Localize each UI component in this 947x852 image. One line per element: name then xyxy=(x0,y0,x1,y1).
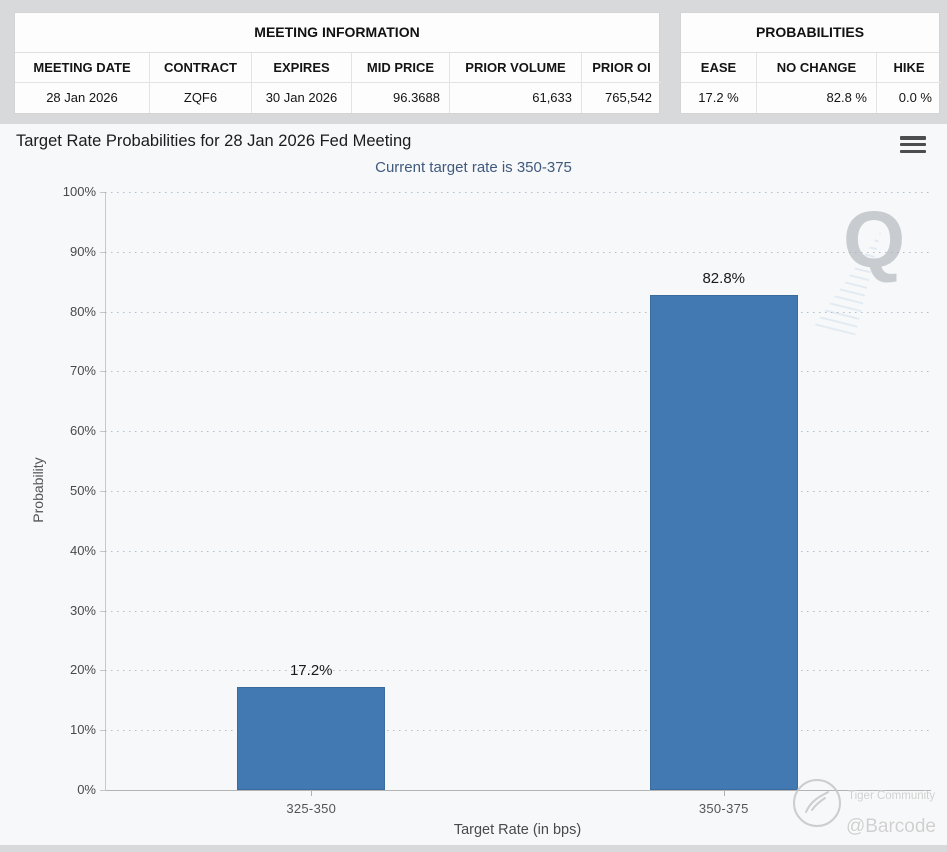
probabilities-header-row: EASE NO CHANGE HIKE xyxy=(681,53,941,83)
gridline-50 xyxy=(105,491,930,492)
chart-card: Target Rate Probabilities for 28 Jan 202… xyxy=(0,124,947,845)
gridline-40 xyxy=(105,550,930,552)
meeting-information-title: MEETING INFORMATION xyxy=(15,13,659,53)
gridline-20 xyxy=(105,670,930,672)
hamburger-menu-icon[interactable] xyxy=(900,136,926,153)
y-tick-50 xyxy=(100,491,105,492)
y-tick-label-40: 40% xyxy=(69,542,96,558)
gridline-70 xyxy=(105,371,930,373)
y-tick-label-90: 90% xyxy=(69,243,96,259)
col-expires: EXPIRES xyxy=(251,53,351,83)
gridline-30 xyxy=(105,610,930,612)
contract-value: ZQF6 xyxy=(149,83,251,113)
y-tick-label-60: 60% xyxy=(69,423,96,439)
y-tick-100 xyxy=(100,192,105,193)
y-tick-90 xyxy=(100,251,105,253)
meeting-information-header-row: MEETING DATE CONTRACT EXPIRES MID PRICE … xyxy=(15,53,661,83)
ease-value: 17.2 % xyxy=(698,90,739,105)
y-tick-label-10: 10% xyxy=(69,722,96,738)
y-tick-60 xyxy=(100,431,105,433)
gridline-90 xyxy=(105,251,930,253)
y-tick-20 xyxy=(100,670,105,672)
meeting-date-value: 28 Jan 2026 xyxy=(46,90,118,105)
tiger-logo-icon xyxy=(793,779,841,827)
y-tick-0 xyxy=(100,790,105,791)
y-tick-label-0: 0% xyxy=(77,782,96,797)
y-tick-label-100: 100% xyxy=(62,184,96,199)
y-tick-80 xyxy=(100,311,105,313)
y-tick-30 xyxy=(100,610,105,612)
probabilities-value-row: 17.2 % 82.8 % 0.0 % xyxy=(681,83,939,113)
x-tick-325-350 xyxy=(311,791,313,796)
q-watermark-letter: Q xyxy=(843,195,906,284)
x-category-label-350-375: 350-375 xyxy=(698,801,749,816)
y-tick-40 xyxy=(100,550,105,552)
y-tick-10 xyxy=(100,730,105,732)
gridline-60 xyxy=(105,431,930,433)
col-ease: EASE xyxy=(681,53,756,83)
hike-value: 0.0 % xyxy=(876,83,941,113)
gridline-100 xyxy=(105,192,930,193)
y-tick-label-50: 50% xyxy=(69,483,96,498)
y-tick-label-30: 30% xyxy=(69,602,96,618)
tiger-community-label: Tiger Community xyxy=(848,790,936,802)
gridline-10 xyxy=(105,730,930,732)
meeting-information-value-row: 28 Jan 2026 ZQF6 30 Jan 2026 96.3688 61,… xyxy=(15,83,659,113)
gridline-80 xyxy=(105,311,930,313)
y-tick-label-70: 70% xyxy=(69,363,96,379)
bar-value-label-350-375: 82.8% xyxy=(702,269,746,287)
col-prior-volume: PRIOR VOLUME xyxy=(449,53,581,83)
probabilities-title: PROBABILITIES xyxy=(681,13,939,53)
bar-value-label-325-350: 17.2% xyxy=(289,662,333,680)
y-tick-label-80: 80% xyxy=(69,303,96,319)
col-prior-oi: PRIOR OI xyxy=(581,53,661,83)
expires-value: 30 Jan 2026 xyxy=(251,83,351,113)
x-tick-350-375 xyxy=(723,791,725,796)
mid-price-value: 96.3688 xyxy=(351,83,449,113)
prior-volume-value: 61,633 xyxy=(449,83,581,113)
x-axis-title: Target Rate (in bps) xyxy=(453,822,582,838)
prior-oi-value: 765,542 xyxy=(581,83,661,113)
no-change-value: 82.8 % xyxy=(756,83,876,113)
x-category-label-325-350: 325-350 xyxy=(286,801,337,816)
bar-350-375 xyxy=(649,294,798,790)
y-tick-70 xyxy=(100,371,105,373)
bar-325-350 xyxy=(237,687,386,790)
col-hike: HIKE xyxy=(876,53,941,83)
meeting-information-table: MEETING INFORMATION MEETING DATE CONTRAC… xyxy=(14,12,661,114)
quikstrike-q-watermark: Q xyxy=(843,200,905,280)
probabilities-table: PROBABILITIES EASE NO CHANGE HIKE 17.2 %… xyxy=(680,12,941,114)
barcode-handle-label: @Barcode xyxy=(845,816,936,837)
col-mid-price: MID PRICE xyxy=(351,53,449,83)
chart-title: Target Rate Probabilities for 28 Jan 202… xyxy=(16,132,412,150)
col-no-change: NO CHANGE xyxy=(756,53,876,83)
chart-subtitle: Current target rate is 350-375 xyxy=(375,159,572,176)
y-tick-label-20: 20% xyxy=(69,662,96,678)
col-contract: CONTRACT xyxy=(149,53,251,83)
col-meeting-date: MEETING DATE xyxy=(15,53,149,83)
